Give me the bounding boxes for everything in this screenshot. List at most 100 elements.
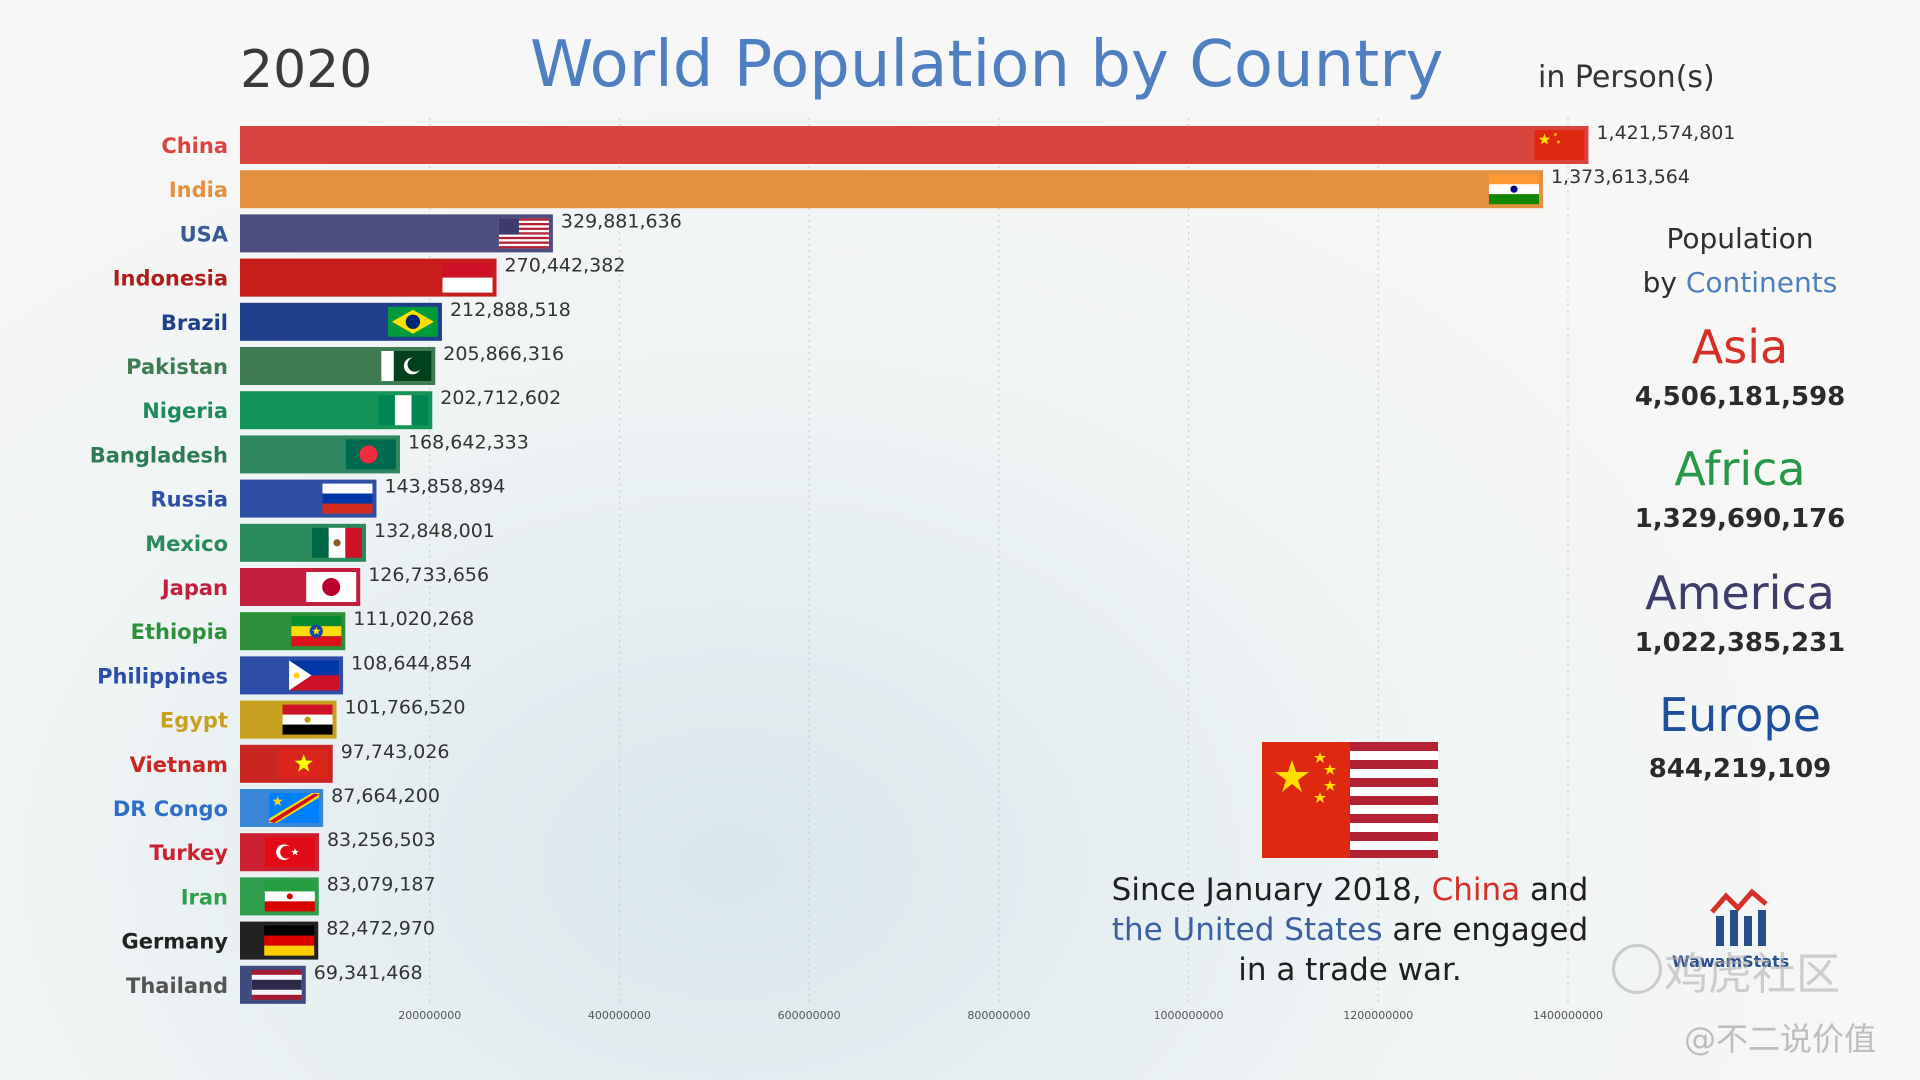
continent-africa-name: Africa [1674, 442, 1806, 496]
category-label: Vietnam [130, 753, 228, 777]
value-label: 83,079,187 [327, 873, 436, 895]
category-label: Bangladesh [90, 443, 228, 467]
japan-flag [306, 572, 357, 602]
iran-flag [264, 881, 315, 912]
wawamstats-logo-icon [1710, 888, 1768, 946]
value-label: 205,866,316 [443, 343, 564, 365]
category-label: Japan [160, 576, 228, 600]
brazil-flag [387, 306, 438, 337]
value-label: 83,256,503 [327, 829, 436, 851]
caption-united-states: the United States [1111, 912, 1383, 948]
value-label: 111,020,268 [353, 608, 474, 630]
value-label: 69,341,468 [314, 962, 423, 984]
bar-china [240, 126, 1589, 164]
value-label: 132,848,001 [374, 520, 495, 542]
caption-text-1: Since January 2018, [1111, 872, 1432, 908]
logo-text: WawamStats [1672, 952, 1790, 971]
caption-line2: the United States are engaged [1110, 910, 1590, 950]
x-tick-label: 800000000 [967, 1009, 1030, 1022]
category-label: Turkey [149, 841, 228, 865]
category-label: Philippines [97, 664, 228, 688]
turkey-flag [264, 837, 315, 868]
watermark-text-2: @不二说价值 [1684, 1020, 1877, 1058]
caption-text-4: are engaged [1382, 912, 1589, 948]
watermark-logo-icon [1612, 944, 1662, 994]
continent-asia-value: 4,506,181,598 [1634, 382, 1846, 412]
india-flag [1488, 174, 1539, 205]
category-label: Russia [151, 488, 229, 512]
x-tick-label: 200000000 [398, 1009, 461, 1022]
mexico-flag [312, 527, 363, 558]
category-label: Egypt [160, 709, 228, 733]
value-label: 1,421,574,801 [1596, 122, 1735, 144]
value-label: 143,858,894 [384, 476, 505, 498]
continent-europe-value: 844,219,109 [1648, 754, 1832, 784]
value-label: 212,888,518 [450, 299, 571, 321]
value-label: 202,712,602 [440, 387, 561, 409]
caption-line1: Since January 2018, China and [1110, 870, 1590, 910]
trade-war-caption: Since January 2018, China and the United… [1110, 870, 1590, 990]
value-label: 168,642,333 [408, 431, 529, 453]
watermark-text-1: 鸡虎社区 [1664, 949, 1840, 1000]
continent-america-value: 1,022,385,231 [1634, 628, 1846, 658]
continent-america-name: America [1645, 566, 1835, 620]
egypt-flag [282, 704, 333, 735]
category-label: China [161, 134, 228, 158]
category-label: Brazil [161, 311, 228, 335]
usa-flag [498, 218, 549, 249]
value-label: 82,472,970 [326, 918, 435, 940]
value-label: 97,743,026 [341, 741, 450, 763]
x-tick-label: 400000000 [588, 1009, 651, 1022]
category-label: Pakistan [126, 355, 228, 379]
category-label: Germany [121, 930, 228, 954]
russia-flag [322, 483, 373, 514]
china-flag [1534, 130, 1585, 160]
caption-china: China [1431, 872, 1521, 908]
sidebar-title-by: by [1642, 266, 1677, 299]
chart-title: World Population by Country [530, 28, 1444, 102]
category-label: India [169, 178, 228, 202]
caption-line3: in a trade war. [1238, 952, 1462, 988]
x-tick-label: 600000000 [778, 1009, 841, 1022]
germany-flag [264, 925, 315, 956]
indonesia-flag [442, 262, 493, 293]
value-label: 108,644,854 [351, 652, 472, 674]
category-label: Ethiopia [131, 620, 228, 644]
x-tick-label: 1200000000 [1343, 1009, 1413, 1022]
category-label: DR Congo [113, 797, 228, 821]
sidebar-title-line1: Population [1666, 222, 1814, 255]
continent-asia-name: Asia [1691, 320, 1789, 374]
year-label: 2020 [240, 40, 373, 100]
unit-label: in Person(s) [1538, 60, 1715, 95]
category-label: Thailand [126, 974, 228, 998]
x-tick-label: 1000000000 [1154, 1009, 1224, 1022]
x-tick-label: 1400000000 [1533, 1009, 1603, 1022]
china-usa-flag [1262, 742, 1438, 858]
category-label: Iran [181, 885, 228, 909]
philippines-flag [289, 660, 340, 691]
value-label: 101,766,520 [345, 697, 466, 719]
value-label: 270,442,382 [505, 255, 626, 277]
vietnam-flag [278, 748, 329, 779]
value-label: 1,373,613,564 [1551, 166, 1690, 188]
bangladesh-flag [345, 439, 396, 470]
ethiopia-flag [291, 616, 342, 647]
category-label: Indonesia [113, 267, 228, 291]
sidebar-title-accent: Continents [1685, 266, 1838, 299]
category-label: Mexico [145, 532, 228, 556]
dr-congo-flag [269, 793, 320, 823]
bar-india [240, 170, 1543, 209]
value-label: 329,881,636 [561, 210, 682, 232]
continent-africa-value: 1,329,690,176 [1634, 504, 1846, 534]
value-label: 126,733,656 [368, 564, 489, 586]
sidebar-title-line2: by Continents [1590, 266, 1890, 299]
category-label: Nigeria [142, 399, 228, 423]
caption-text-2: and [1520, 872, 1589, 908]
thailand-flag [251, 969, 302, 1000]
pakistan-flag [381, 351, 432, 381]
nigeria-flag [378, 395, 429, 426]
category-label: USA [180, 222, 229, 246]
continent-europe-name: Europe [1659, 688, 1821, 742]
